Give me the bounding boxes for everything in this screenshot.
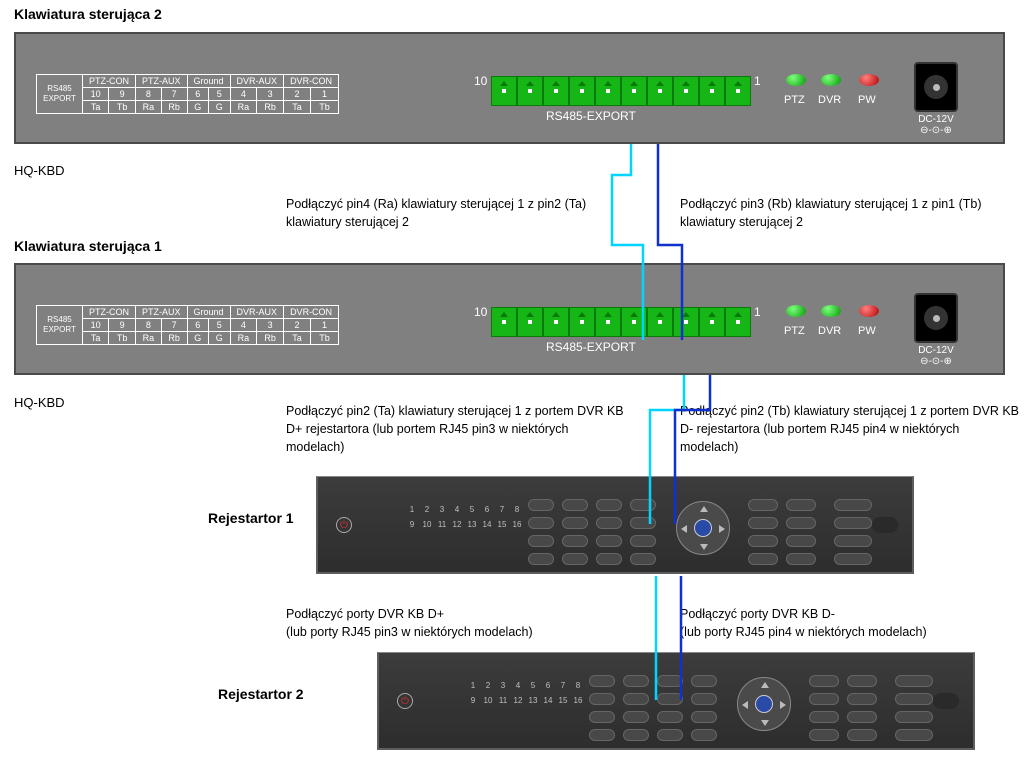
terminal-block [491, 76, 751, 106]
pinout-table: RS485 EXPORT PTZ-CON PTZ-AUX Ground DVR-… [36, 305, 339, 345]
button-grid [528, 499, 656, 565]
led-dvr [821, 74, 841, 86]
led-label-ptz: PTZ [784, 94, 805, 106]
led-label-pw: PW [858, 325, 876, 337]
led-ptz [786, 74, 806, 86]
pinout-table: RS485 EXPORT PTZ-CON PTZ-AUX Ground DVR-… [36, 74, 339, 114]
model-label-1: HQ-KBD [14, 395, 65, 410]
led-label-pw: PW [858, 94, 876, 106]
note-3-right: Podłączyć porty DVR KB D- (lub porty RJ4… [680, 605, 927, 641]
power-icon: ⏻ [336, 517, 352, 533]
model-label-2: HQ-KBD [14, 163, 65, 178]
led-label-dvr: DVR [818, 94, 841, 106]
terminal-num-right: 1 [754, 74, 761, 88]
keyboard-panel-1: RS485 EXPORT PTZ-CON PTZ-AUX Ground DVR-… [14, 263, 1005, 375]
title-kb1: Klawiatura sterująca 1 [14, 238, 162, 254]
terminal-num-left: 10 [474, 305, 487, 319]
led-pw [859, 305, 879, 317]
led-dvr [821, 305, 841, 317]
dc-jack [914, 293, 958, 343]
led-label-ptz: PTZ [784, 325, 805, 337]
note-2-right: Podłączyć pin2 (Tb) klawiatury sterujące… [680, 402, 1020, 456]
power-icon: ⏻ [397, 693, 413, 709]
keyboard-panel-2: RS485 EXPORT PTZ-CON PTZ-AUX Ground DVR-… [14, 32, 1005, 144]
terminal-block [491, 307, 751, 337]
num-grid: 12345678910111213141516 [406, 505, 523, 532]
terminal-num-right: 1 [754, 305, 761, 319]
dc-label: DC-12V⊖-⊙-⊕ [914, 345, 958, 367]
ir-window [933, 693, 959, 709]
dvr-panel-1: ⏻ 12345678910111213141516 [316, 476, 914, 574]
terminal-num-left: 10 [474, 74, 487, 88]
dpad [676, 501, 730, 555]
right-buttons-2 [895, 675, 933, 741]
led-label-dvr: DVR [818, 325, 841, 337]
title-kb2: Klawiatura sterująca 2 [14, 6, 162, 22]
dpad [737, 677, 791, 731]
led-pw [859, 74, 879, 86]
dc-jack [914, 62, 958, 112]
note-1-right: Podłączyć pin3 (Rb) klawiatury sterujące… [680, 195, 1020, 231]
title-dvr2: Rejestartor 2 [218, 686, 304, 702]
note-3-left: Podłączyć porty DVR KB D+ (lub porty RJ4… [286, 605, 533, 641]
button-grid [589, 675, 717, 741]
note-2-left: Podłączyć pin2 (Ta) klawiatury sterujące… [286, 402, 626, 456]
num-grid: 12345678910111213141516 [467, 681, 584, 708]
title-dvr1: Rejestartor 1 [208, 510, 294, 526]
terminal-label: RS485-EXPORT [546, 340, 636, 354]
terminal-label: RS485-EXPORT [546, 109, 636, 123]
dc-label: DC-12V⊖-⊙-⊕ [914, 114, 958, 136]
right-buttons-1 [748, 499, 816, 565]
led-ptz [786, 305, 806, 317]
right-buttons-2 [834, 499, 872, 565]
dvr-panel-2: ⏻ 12345678910111213141516 [377, 652, 975, 750]
right-buttons-1 [809, 675, 877, 741]
ir-window [872, 517, 898, 533]
note-1-left: Podłączyć pin4 (Ra) klawiatury sterujące… [286, 195, 626, 231]
